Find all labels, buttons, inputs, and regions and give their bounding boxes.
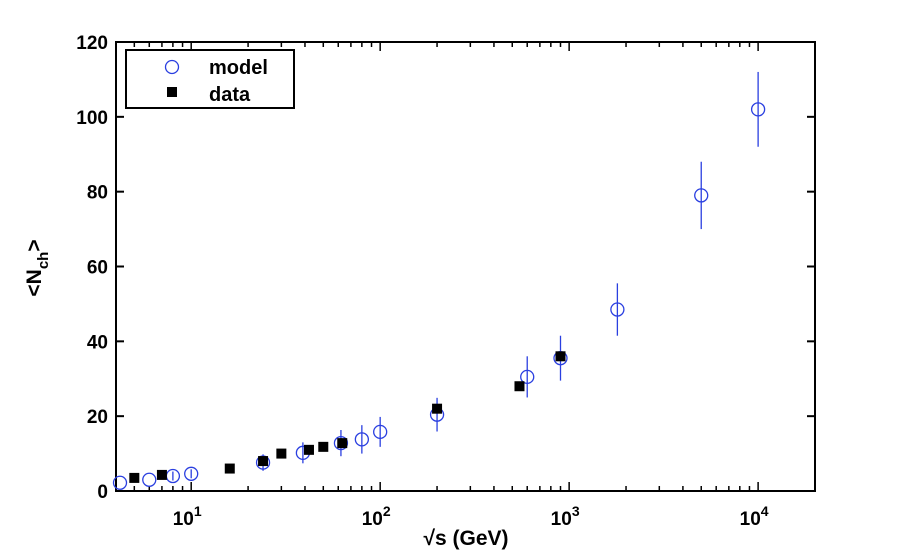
x-tick-label-base: 10 xyxy=(551,509,572,530)
model-point xyxy=(610,302,625,317)
model-point xyxy=(333,435,349,451)
y-tick-label: 0 xyxy=(97,482,108,503)
x-tick-label-exp: 2 xyxy=(383,503,391,519)
y-tick-label: 100 xyxy=(76,108,108,129)
model-point xyxy=(750,102,766,117)
x-tick-label-exp: 1 xyxy=(194,503,202,519)
model-point xyxy=(520,369,535,385)
data-point xyxy=(303,444,314,455)
y-tick-label: 60 xyxy=(87,258,108,279)
y-tick-label: 20 xyxy=(87,407,108,428)
legend-data-label: data xyxy=(209,84,251,106)
model-point xyxy=(112,475,128,490)
y-axis: 0 20 40 60 80 100 120 xyxy=(76,33,815,503)
data-point xyxy=(337,438,348,449)
x-tick-label: 101 xyxy=(173,503,202,530)
x-tick-label-base: 10 xyxy=(740,509,761,530)
x-tick-label: 102 xyxy=(362,503,391,530)
x-axis-label: √s (GeV) xyxy=(423,527,508,550)
y-axis-label-base: <N xyxy=(23,269,46,296)
data-point xyxy=(514,381,525,392)
legend-box xyxy=(125,49,295,109)
data-point xyxy=(258,456,269,467)
data-point xyxy=(276,448,287,459)
data-point xyxy=(432,403,443,414)
data-point xyxy=(129,472,140,483)
model-point xyxy=(354,432,370,447)
data-point xyxy=(555,351,566,362)
x-tick-label-base: 10 xyxy=(362,509,383,530)
y-axis-label: <Nch> xyxy=(23,239,52,296)
model-point xyxy=(142,472,157,487)
model-point xyxy=(694,188,709,203)
model-point xyxy=(255,455,271,470)
y-axis-label-close: > xyxy=(23,239,46,251)
model-point xyxy=(184,466,199,481)
x-tick-label-exp: 3 xyxy=(572,503,580,519)
plot-area xyxy=(115,41,816,492)
legend-model-label: model xyxy=(209,57,268,79)
legend-data-marker xyxy=(167,87,177,97)
model-point xyxy=(373,424,388,440)
data-point xyxy=(318,441,329,452)
y-axis-label-sub: ch xyxy=(35,252,52,270)
legend-model-marker xyxy=(164,59,180,75)
x-axis: 101 102 103 104 xyxy=(115,42,816,530)
y-tick-label: 80 xyxy=(87,183,108,204)
x-tick-label-exp: 4 xyxy=(761,503,769,519)
data-points xyxy=(112,71,766,490)
legend: model data xyxy=(125,49,295,109)
y-tick-label: 120 xyxy=(76,33,108,54)
x-tick-label-base: 10 xyxy=(173,509,194,530)
y-tick-label: 40 xyxy=(87,332,108,353)
x-tick-label: 104 xyxy=(740,503,769,530)
data-point xyxy=(224,463,235,474)
x-tick-label: 103 xyxy=(551,503,580,530)
data-point xyxy=(156,469,167,480)
